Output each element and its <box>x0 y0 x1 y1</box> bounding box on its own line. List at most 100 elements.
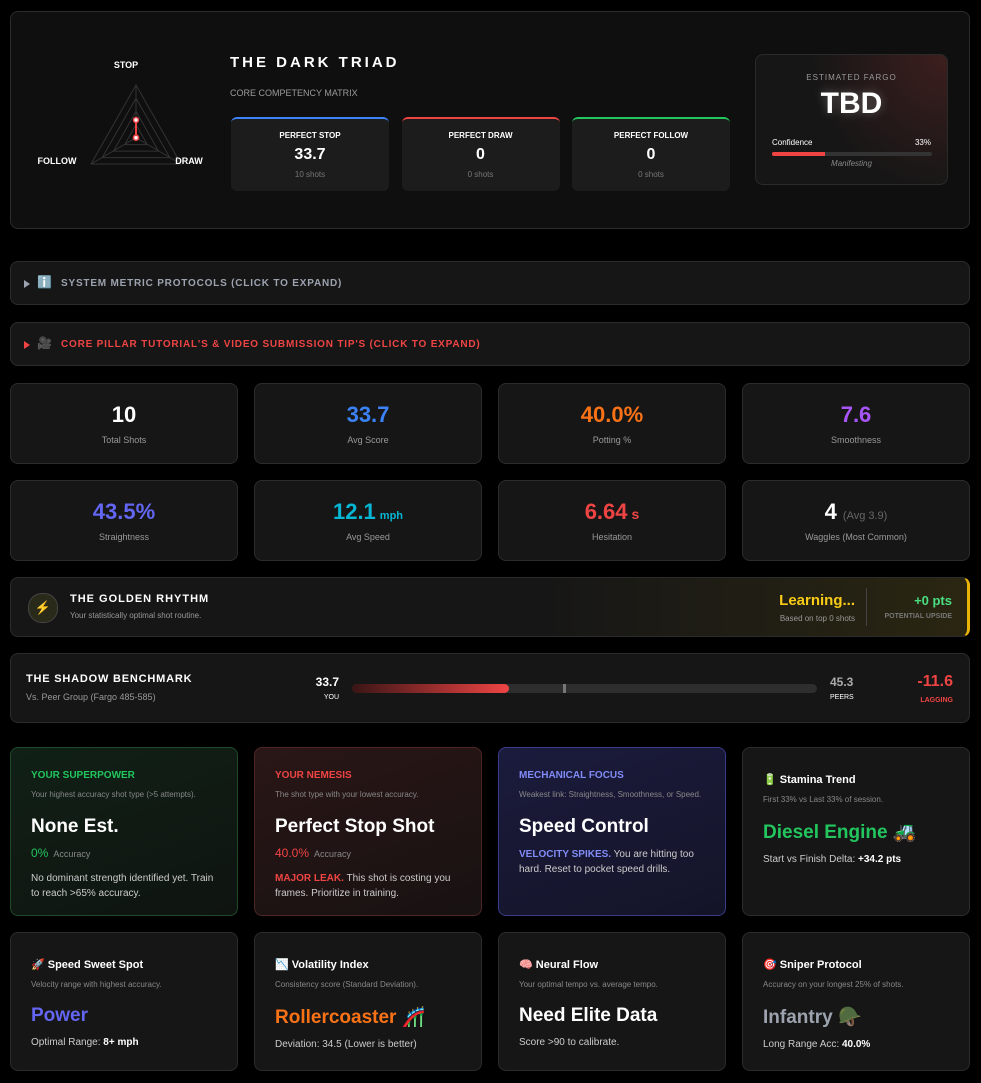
body-text: Start vs Finish Delta: <box>763 854 859 865</box>
stat-value: 40.0% <box>580 402 644 427</box>
insight-headline: Diesel Engine 🚜 <box>763 822 917 843</box>
insight-metric: 40.0% Accuracy <box>275 844 461 862</box>
stat-card: 43.5% Straightness <box>10 480 238 561</box>
stat-label: Avg Speed <box>346 532 390 542</box>
card-label: PERFECT STOP <box>279 131 341 140</box>
rhythm-status: Learning... <box>779 592 855 609</box>
card-value: 33.7 <box>294 146 326 163</box>
insight-desc: Weakest link: Straightness, Smoothness, … <box>519 790 702 799</box>
stat-line: 7.6 <box>743 402 969 428</box>
stat-value: 33.7 <box>346 402 390 427</box>
card-shots: 0 shots <box>638 170 664 179</box>
competency-card: PERFECT STOP 33.7 10 shots <box>231 117 389 191</box>
insight-body: Deviation: 34.5 (Lower is better) <box>275 1037 461 1052</box>
rhythm-icon: ⚡ <box>28 593 58 623</box>
body-lead: MAJOR LEAK. <box>275 873 344 884</box>
insight-headline: Speed Control <box>519 816 649 837</box>
peers-label: PEERS <box>830 694 854 701</box>
body-strong: +34.2 pts <box>858 854 902 865</box>
triad-title: THE DARK TRIAD <box>230 54 400 71</box>
confidence-bar <box>772 152 825 156</box>
insight-desc: Your optimal tempo vs. average tempo. <box>519 980 658 989</box>
axis-label: STOP <box>114 60 138 70</box>
insight-kicker: MECHANICAL FOCUS <box>519 770 624 781</box>
insight-desc: Consistency score (Standard Deviation). <box>275 980 419 989</box>
body-strong: 40.0% <box>841 1039 871 1050</box>
stat-line: 33.7 <box>255 402 481 428</box>
fargo-label: ESTIMATED FARGO <box>806 73 897 82</box>
stat-unit: mph <box>379 510 404 522</box>
protocol-icon: 🎥 <box>37 336 52 350</box>
insight-title: 🧠 Neural Flow <box>519 959 599 971</box>
insight-card: 🧠 Neural Flow Your optimal tempo vs. aver… <box>498 932 726 1071</box>
expand-arrow <box>24 341 30 349</box>
insight-desc: Accuracy on your longest 25% of shots. <box>763 980 904 989</box>
stat-label: Avg Score <box>347 435 389 445</box>
insight-body: Start vs Finish Delta: +34.2 pts <box>763 852 949 867</box>
insight-title: 🔋 Stamina Trend <box>763 774 856 786</box>
body-lead: VELOCITY SPIKES. <box>519 849 612 860</box>
insight-body: Optimal Range: 8+ mph <box>31 1035 217 1050</box>
stat-label: Total Shots <box>101 435 147 445</box>
insight-desc: The shot type with your lowest accuracy. <box>275 790 419 799</box>
expand-arrow <box>24 280 30 288</box>
stat-value: 12.1 <box>332 499 376 524</box>
rhythm-basis: Based on top 0 shots <box>779 614 855 623</box>
triad-panel: STOP FOLLOW DRAW THE DARK TRIAD CORE COMPET… <box>10 11 970 229</box>
metric-label: Accuracy <box>314 849 352 859</box>
card-shots: 10 shots <box>294 170 326 179</box>
stat-card: 12.1 mph Avg Speed <box>254 480 482 561</box>
stat-value: 4 <box>824 499 837 524</box>
protocol-toggle[interactable]: ℹ️ SYSTEM METRIC PROTOCOLS (CLICK TO EXPA… <box>10 261 970 305</box>
card-value: 0 <box>476 146 485 163</box>
body-text: Score >90 to calibrate. <box>519 1037 620 1048</box>
stat-line: 4 (Avg 3.9) <box>743 499 969 525</box>
insight-kicker: YOUR SUPERPOWER <box>31 770 135 781</box>
insight-body: Long Range Acc: 40.0% <box>763 1037 949 1052</box>
triad-subtitle: CORE COMPETENCY MATRIX <box>230 88 358 98</box>
insight-headline: Infantry 🪖 <box>763 1007 862 1028</box>
metric-value: 0% <box>31 846 49 860</box>
stat-line: 12.1 mph <box>255 499 481 525</box>
body-text: No dominant strength identified yet. Tra… <box>31 873 217 899</box>
insight-body: VELOCITY SPIKES. You are hitting too har… <box>519 847 705 877</box>
protocol-toggle[interactable]: 🎥 CORE PILLAR TUTORIAL'S & VIDEO SUBMISSI… <box>10 322 970 366</box>
stat-card: 4 (Avg 3.9) Waggles (Most Common) <box>742 480 970 561</box>
protocol-text: SYSTEM METRIC PROTOCOLS (CLICK TO EXPAND… <box>61 278 343 289</box>
stat-label: Waggles (Most Common) <box>805 532 907 542</box>
insight-card: YOUR SUPERPOWER Your highest accuracy sho… <box>10 747 238 916</box>
stat-value: 10 <box>111 402 137 427</box>
you-label: YOU <box>323 694 339 701</box>
stat-card: 40.0% Potting % <box>498 383 726 464</box>
insight-kicker: YOUR NEMESIS <box>275 770 352 781</box>
delta-label: LAGGING <box>920 697 953 704</box>
insight-headline: Power <box>31 1005 89 1026</box>
metric-label: Accuracy <box>53 849 91 859</box>
protocol-text: CORE PILLAR TUTORIAL'S & VIDEO SUBMISSIO… <box>61 339 481 350</box>
competency-card: PERFECT DRAW 0 0 shots <box>401 117 560 191</box>
insight-desc: First 33% vs Last 33% of session. <box>763 795 884 804</box>
peer-marker <box>562 684 566 693</box>
you-bar <box>352 684 509 693</box>
rhythm-upside: +0 pts <box>914 593 952 608</box>
insight-title: 🚀 Speed Sweet Spot <box>31 959 144 971</box>
body-text: This shot is costing you frames. Priorit… <box>275 873 454 899</box>
card-value: 0 <box>646 146 656 163</box>
insight-headline: Rollercoaster 🎢 <box>275 1007 426 1028</box>
shadow-title: THE SHADOW BENCHMARK <box>26 673 193 685</box>
rhythm-title: THE GOLDEN RHYTHM <box>70 593 210 605</box>
insight-body: MAJOR LEAK. This shot is costing you fra… <box>275 871 461 901</box>
radar-point <box>132 116 140 124</box>
shadow-subtitle: Vs. Peer Group (Fargo 485-585) <box>26 692 156 702</box>
stat-card: 10 Total Shots <box>10 383 238 464</box>
card-label: PERFECT DRAW <box>448 131 513 140</box>
insight-title: 🎯 Sniper Protocol <box>763 959 862 971</box>
metric-value: 40.0% <box>275 846 310 860</box>
stat-label: Potting % <box>592 435 632 445</box>
golden-rhythm: ⚡ THE GOLDEN RHYTHM Your statistically opt… <box>10 577 970 637</box>
stat-card: 6.64 s Hesitation <box>498 480 726 561</box>
insight-title: 📉 Volatility Index <box>275 959 369 971</box>
confidence-value: 33% <box>914 138 931 147</box>
stat-note: (Avg 3.9) <box>842 510 888 522</box>
